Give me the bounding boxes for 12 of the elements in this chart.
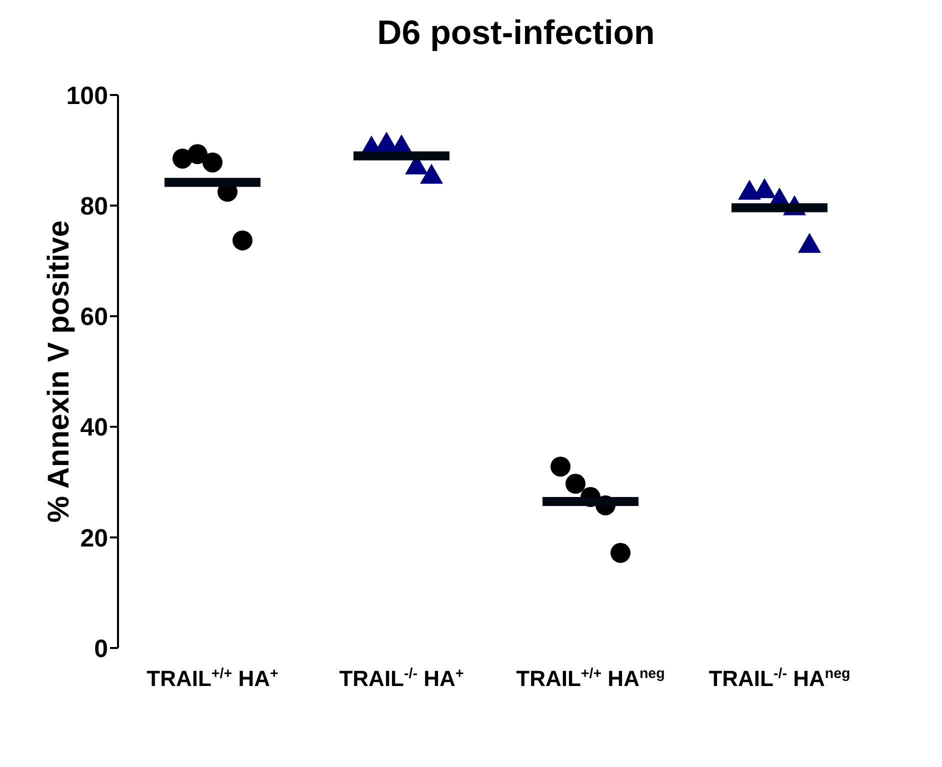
y-axis-title: % Annexin V positive xyxy=(42,220,76,523)
x-tick-label: TRAIL$^{-/-}$ HA$^{neg}$ xyxy=(708,666,850,691)
y-tick-label: 0 xyxy=(94,634,108,663)
x-tick-label: TRAIL$^{+/+}$ HA$^{+}$ xyxy=(146,666,278,691)
chart-title: D6 post-infection xyxy=(376,13,656,54)
y-tick-label: 60 xyxy=(80,303,108,332)
y-tick-label: 80 xyxy=(80,192,108,220)
x-tick-label: TRAIL$^{-/-}$ HA$^{+}$ xyxy=(339,666,464,691)
x-tick-label: TRAIL$^{+/+}$ HA$^{neg}$ xyxy=(516,666,665,691)
y-tick-label: 40 xyxy=(80,414,108,442)
y-tick-label: 20 xyxy=(80,524,108,552)
y-tick-label: 100 xyxy=(66,82,108,110)
